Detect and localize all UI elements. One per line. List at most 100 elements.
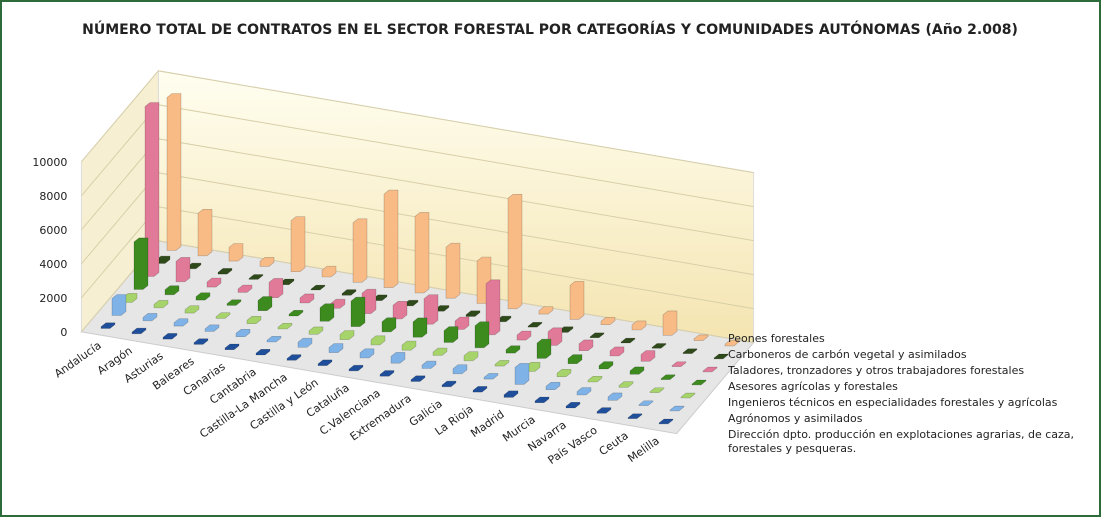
bar (421, 360, 437, 369)
bar (565, 402, 581, 409)
bar (237, 284, 253, 293)
bar (682, 348, 698, 354)
legend-label: Dirección dpto. producción en explotacio… (728, 428, 1074, 455)
bar (286, 354, 302, 361)
bar (268, 278, 284, 298)
legend-label: Peones forestales (728, 332, 825, 345)
bar (401, 340, 417, 351)
bar (713, 353, 729, 360)
bar (215, 312, 231, 319)
bar (206, 277, 222, 288)
legend-label: Ingenieros técnicos en especialidades fo… (728, 396, 1058, 409)
bar (640, 350, 656, 362)
chart-title: NÚMERO TOTAL DE CONTRATOS EN EL SECTOR F… (82, 20, 1018, 38)
bar (308, 326, 324, 335)
bar (361, 288, 377, 314)
legend-label: Asesores agrícolas y forestales (728, 380, 898, 393)
bar (516, 330, 532, 341)
bar (596, 407, 612, 414)
bar (246, 316, 262, 324)
bar (217, 268, 233, 275)
bar (288, 310, 304, 317)
bar (618, 381, 634, 388)
bar (680, 392, 696, 399)
bar (662, 310, 678, 336)
bar (505, 345, 521, 354)
bar (228, 243, 244, 262)
bar (414, 212, 430, 294)
bar (627, 413, 643, 419)
bar (195, 292, 211, 301)
bar (702, 366, 718, 373)
bar (339, 330, 355, 340)
bar (359, 348, 375, 359)
bar (660, 374, 676, 380)
bar (390, 352, 406, 364)
bar (587, 376, 603, 383)
bar (131, 327, 147, 335)
bar (567, 354, 583, 364)
bar (569, 281, 585, 320)
bar (100, 322, 116, 329)
y-tick-label: 2000 (39, 292, 67, 305)
bar (494, 360, 510, 367)
bar (474, 321, 490, 349)
legend-label: Carboneros de carbón vegetal y asimilado… (728, 348, 967, 361)
bar (556, 369, 572, 377)
bar (669, 405, 685, 412)
bar (638, 400, 654, 406)
bar (545, 382, 561, 390)
bar (465, 310, 481, 317)
bar (445, 242, 461, 299)
bar (184, 305, 200, 314)
y-tick-label: 10000 (32, 156, 67, 169)
bar (162, 333, 178, 340)
bar (671, 361, 687, 367)
bar (197, 209, 213, 257)
bar (173, 318, 189, 327)
bar (321, 265, 337, 278)
bar (589, 332, 605, 338)
bar (547, 327, 563, 346)
bar (277, 323, 293, 330)
bar (204, 324, 220, 332)
bar (248, 274, 264, 280)
legend-label: Agrónomos y asimilados (728, 412, 863, 425)
bar (609, 346, 625, 357)
bar (153, 300, 169, 309)
y-tick-label: 6000 (39, 224, 67, 237)
bar (410, 375, 426, 382)
bar (534, 396, 550, 403)
y-tick-label: 0 (60, 326, 67, 339)
bar (348, 364, 364, 372)
bar (290, 216, 306, 272)
bar (538, 306, 554, 315)
bar (629, 366, 645, 375)
bar (383, 189, 399, 288)
bar (111, 294, 127, 316)
bar (443, 326, 459, 343)
bar (392, 301, 408, 320)
bar (166, 93, 182, 251)
bar (350, 296, 366, 327)
bar (691, 379, 707, 386)
bar (370, 335, 386, 346)
bar (576, 387, 592, 396)
bar (175, 257, 191, 283)
bar (536, 338, 552, 359)
bar (423, 294, 439, 325)
bar (452, 364, 468, 375)
bar (463, 351, 479, 362)
y-tick-label: 4000 (39, 258, 67, 271)
bar (514, 363, 530, 385)
bar (328, 343, 344, 353)
bar (631, 320, 647, 331)
bar (319, 303, 335, 322)
bar (133, 237, 149, 290)
bar (432, 347, 448, 356)
bar (193, 338, 209, 345)
bar (693, 334, 709, 341)
bar (412, 317, 428, 338)
bar (658, 418, 674, 425)
